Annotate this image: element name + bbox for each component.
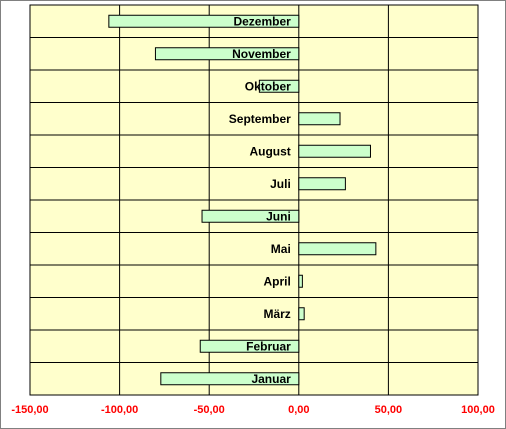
x-tick-label: -50,00 — [194, 404, 225, 416]
bar-dezember — [108, 14, 300, 28]
x-tick-label: 50,00 — [375, 404, 403, 416]
bar-november — [154, 47, 300, 61]
bar-februar — [199, 339, 300, 353]
category-labels: Januar Februar März April Mai Juni Juli August S… — [229, 14, 291, 386]
bar-juli — [298, 177, 346, 191]
bar-märz — [298, 307, 305, 321]
category-label: März — [263, 307, 290, 321]
category-label: September — [229, 112, 291, 126]
category-label: April — [263, 274, 290, 288]
x-tick-labels: -150,00 -100,00 -50,00 0,00 50,00 100,00 — [11, 404, 494, 416]
x-tick-label: 100,00 — [461, 404, 495, 416]
x-tick-label: 0,00 — [288, 404, 309, 416]
bar-august — [298, 144, 371, 158]
bar-januar — [160, 372, 300, 386]
bar-juni — [201, 209, 300, 223]
bar-april — [298, 274, 303, 288]
bars — [108, 14, 377, 386]
category-label: Juli — [270, 177, 291, 191]
category-label: November — [232, 47, 291, 61]
category-label: Oktober — [245, 79, 291, 93]
category-label: Januar — [251, 372, 291, 386]
bar-oktober — [258, 79, 300, 93]
category-label: Februar — [246, 339, 291, 353]
x-tick-label: -100,00 — [101, 404, 138, 416]
bar-september — [298, 112, 341, 126]
category-label: Dezember — [233, 14, 291, 28]
gridlines — [29, 5, 479, 395]
x-tick-label: -150,00 — [11, 404, 48, 416]
bar-mai — [298, 242, 377, 256]
category-label: Juni — [266, 209, 291, 223]
category-label: August — [249, 144, 290, 158]
category-label: Mai — [271, 242, 291, 256]
